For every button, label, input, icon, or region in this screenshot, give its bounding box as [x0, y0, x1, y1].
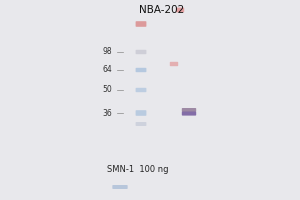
FancyBboxPatch shape [136, 68, 146, 72]
FancyBboxPatch shape [136, 50, 146, 54]
Text: NBA-202: NBA-202 [140, 5, 184, 15]
Text: 50: 50 [103, 85, 112, 94]
Text: 36: 36 [103, 108, 112, 117]
FancyBboxPatch shape [136, 21, 146, 27]
Text: SMN-1  100 ng: SMN-1 100 ng [107, 164, 169, 173]
FancyBboxPatch shape [182, 108, 196, 112]
FancyBboxPatch shape [136, 122, 146, 126]
Text: 98: 98 [103, 47, 112, 56]
FancyBboxPatch shape [136, 88, 146, 92]
FancyBboxPatch shape [136, 110, 146, 116]
Text: 64: 64 [103, 66, 112, 74]
FancyBboxPatch shape [182, 112, 196, 116]
FancyBboxPatch shape [176, 8, 184, 12]
FancyBboxPatch shape [112, 185, 128, 189]
FancyBboxPatch shape [170, 62, 178, 66]
